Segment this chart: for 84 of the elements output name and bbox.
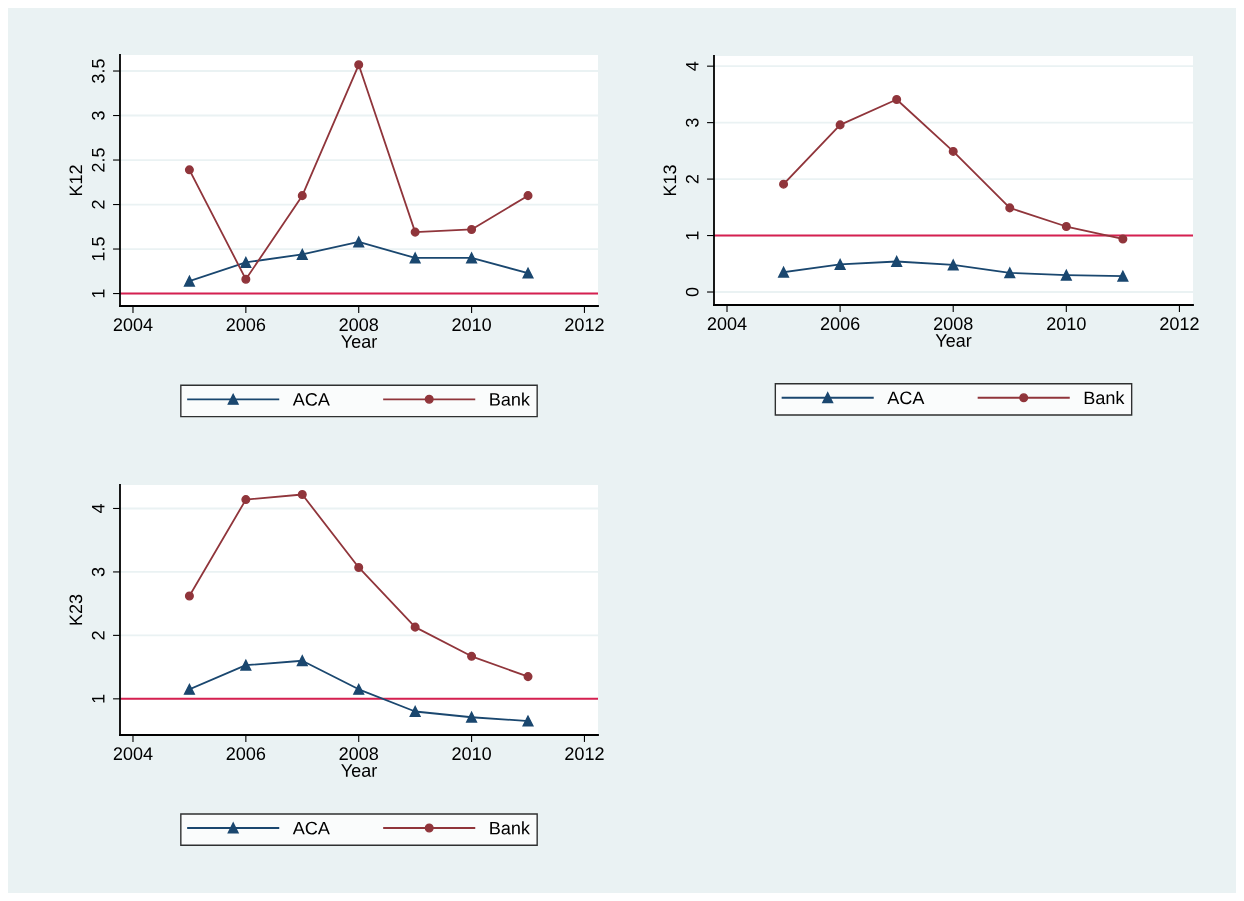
point bbox=[466, 252, 478, 264]
x-tick-label: 2006 bbox=[226, 318, 266, 332]
y-axis-title: K13 bbox=[663, 165, 677, 196]
x-tick-label: 2012 bbox=[565, 747, 604, 761]
point bbox=[467, 651, 477, 661]
legend-label: Bank bbox=[1084, 390, 1125, 405]
point bbox=[891, 255, 903, 268]
x-tick-label: 2004 bbox=[113, 318, 153, 332]
y-axis-title: K12 bbox=[69, 165, 83, 196]
x-tick-label: 2006 bbox=[820, 317, 860, 331]
point bbox=[353, 683, 365, 695]
legend-label: Bank bbox=[490, 821, 530, 835]
y-tick-label: 3.5 bbox=[91, 59, 105, 83]
point bbox=[354, 60, 364, 70]
y-tick-label: 3 bbox=[685, 118, 699, 127]
y-tick-label: 4 bbox=[92, 503, 105, 514]
x-tick-label: 2012 bbox=[1160, 317, 1199, 331]
point bbox=[296, 248, 308, 260]
point bbox=[353, 236, 365, 248]
point bbox=[1060, 269, 1072, 281]
x-tick-label: 2008 bbox=[339, 747, 379, 761]
point bbox=[1117, 270, 1129, 282]
x-tick-label: 2010 bbox=[1047, 317, 1086, 331]
point bbox=[354, 562, 364, 573]
y-tick-label: 1 bbox=[686, 231, 699, 240]
y-tick-label: 2.5 bbox=[91, 148, 105, 172]
point bbox=[297, 191, 307, 201]
point bbox=[948, 146, 958, 156]
point bbox=[240, 256, 252, 268]
x-axis-title: Year bbox=[935, 334, 972, 347]
x-tick-label: 2010 bbox=[452, 747, 491, 761]
point bbox=[1118, 234, 1128, 244]
point bbox=[240, 659, 252, 671]
point bbox=[1005, 203, 1015, 213]
point bbox=[1004, 267, 1016, 279]
point bbox=[466, 711, 478, 723]
point bbox=[183, 275, 195, 287]
x-tick-label: 2012 bbox=[565, 318, 604, 332]
x-tick-label: 2008 bbox=[934, 317, 973, 331]
point bbox=[297, 490, 307, 500]
point bbox=[410, 227, 420, 237]
point bbox=[522, 715, 534, 727]
y-tick-label: 0 bbox=[685, 287, 699, 297]
point bbox=[523, 191, 533, 201]
x-tick-label: 2004 bbox=[707, 317, 747, 331]
point bbox=[241, 495, 251, 505]
point bbox=[779, 179, 789, 189]
x-tick-label: 2004 bbox=[113, 747, 153, 761]
point bbox=[184, 165, 194, 175]
point bbox=[183, 683, 195, 695]
point bbox=[184, 591, 194, 601]
y-tick-label: 4 bbox=[686, 61, 699, 71]
point bbox=[522, 267, 534, 279]
point bbox=[1061, 222, 1071, 232]
legend-label: ACA bbox=[292, 393, 330, 406]
x-tick-label: 2008 bbox=[339, 318, 379, 332]
point bbox=[296, 655, 308, 667]
x-tick-label: 2006 bbox=[226, 747, 266, 761]
y-tick-label: 3 bbox=[91, 567, 105, 577]
y-tick-label: 2 bbox=[91, 200, 105, 209]
point bbox=[241, 274, 251, 284]
y-tick-label: 2 bbox=[685, 174, 699, 184]
point bbox=[947, 259, 959, 271]
legend-label: ACA bbox=[887, 391, 925, 405]
point bbox=[523, 672, 533, 682]
point bbox=[467, 224, 477, 234]
point bbox=[409, 252, 421, 264]
x-tick-label: 2010 bbox=[452, 318, 491, 332]
legend-label: Bank bbox=[490, 392, 530, 406]
y-tick-label: 2 bbox=[91, 631, 105, 640]
point bbox=[778, 266, 790, 278]
x-axis-title: Year bbox=[341, 764, 377, 777]
x-axis-title: Year bbox=[341, 335, 377, 348]
y-tick-label: 1 bbox=[92, 694, 105, 703]
y-tick-label: 1.5 bbox=[92, 237, 105, 261]
y-tick-label: 3 bbox=[91, 111, 105, 120]
legend-label: ACA bbox=[292, 821, 330, 835]
y-tick-label: 1 bbox=[92, 289, 105, 298]
point bbox=[834, 258, 846, 270]
point bbox=[835, 120, 845, 130]
point bbox=[410, 622, 420, 632]
point bbox=[409, 705, 421, 718]
y-axis-title: K23 bbox=[69, 594, 83, 625]
point bbox=[892, 94, 902, 104]
